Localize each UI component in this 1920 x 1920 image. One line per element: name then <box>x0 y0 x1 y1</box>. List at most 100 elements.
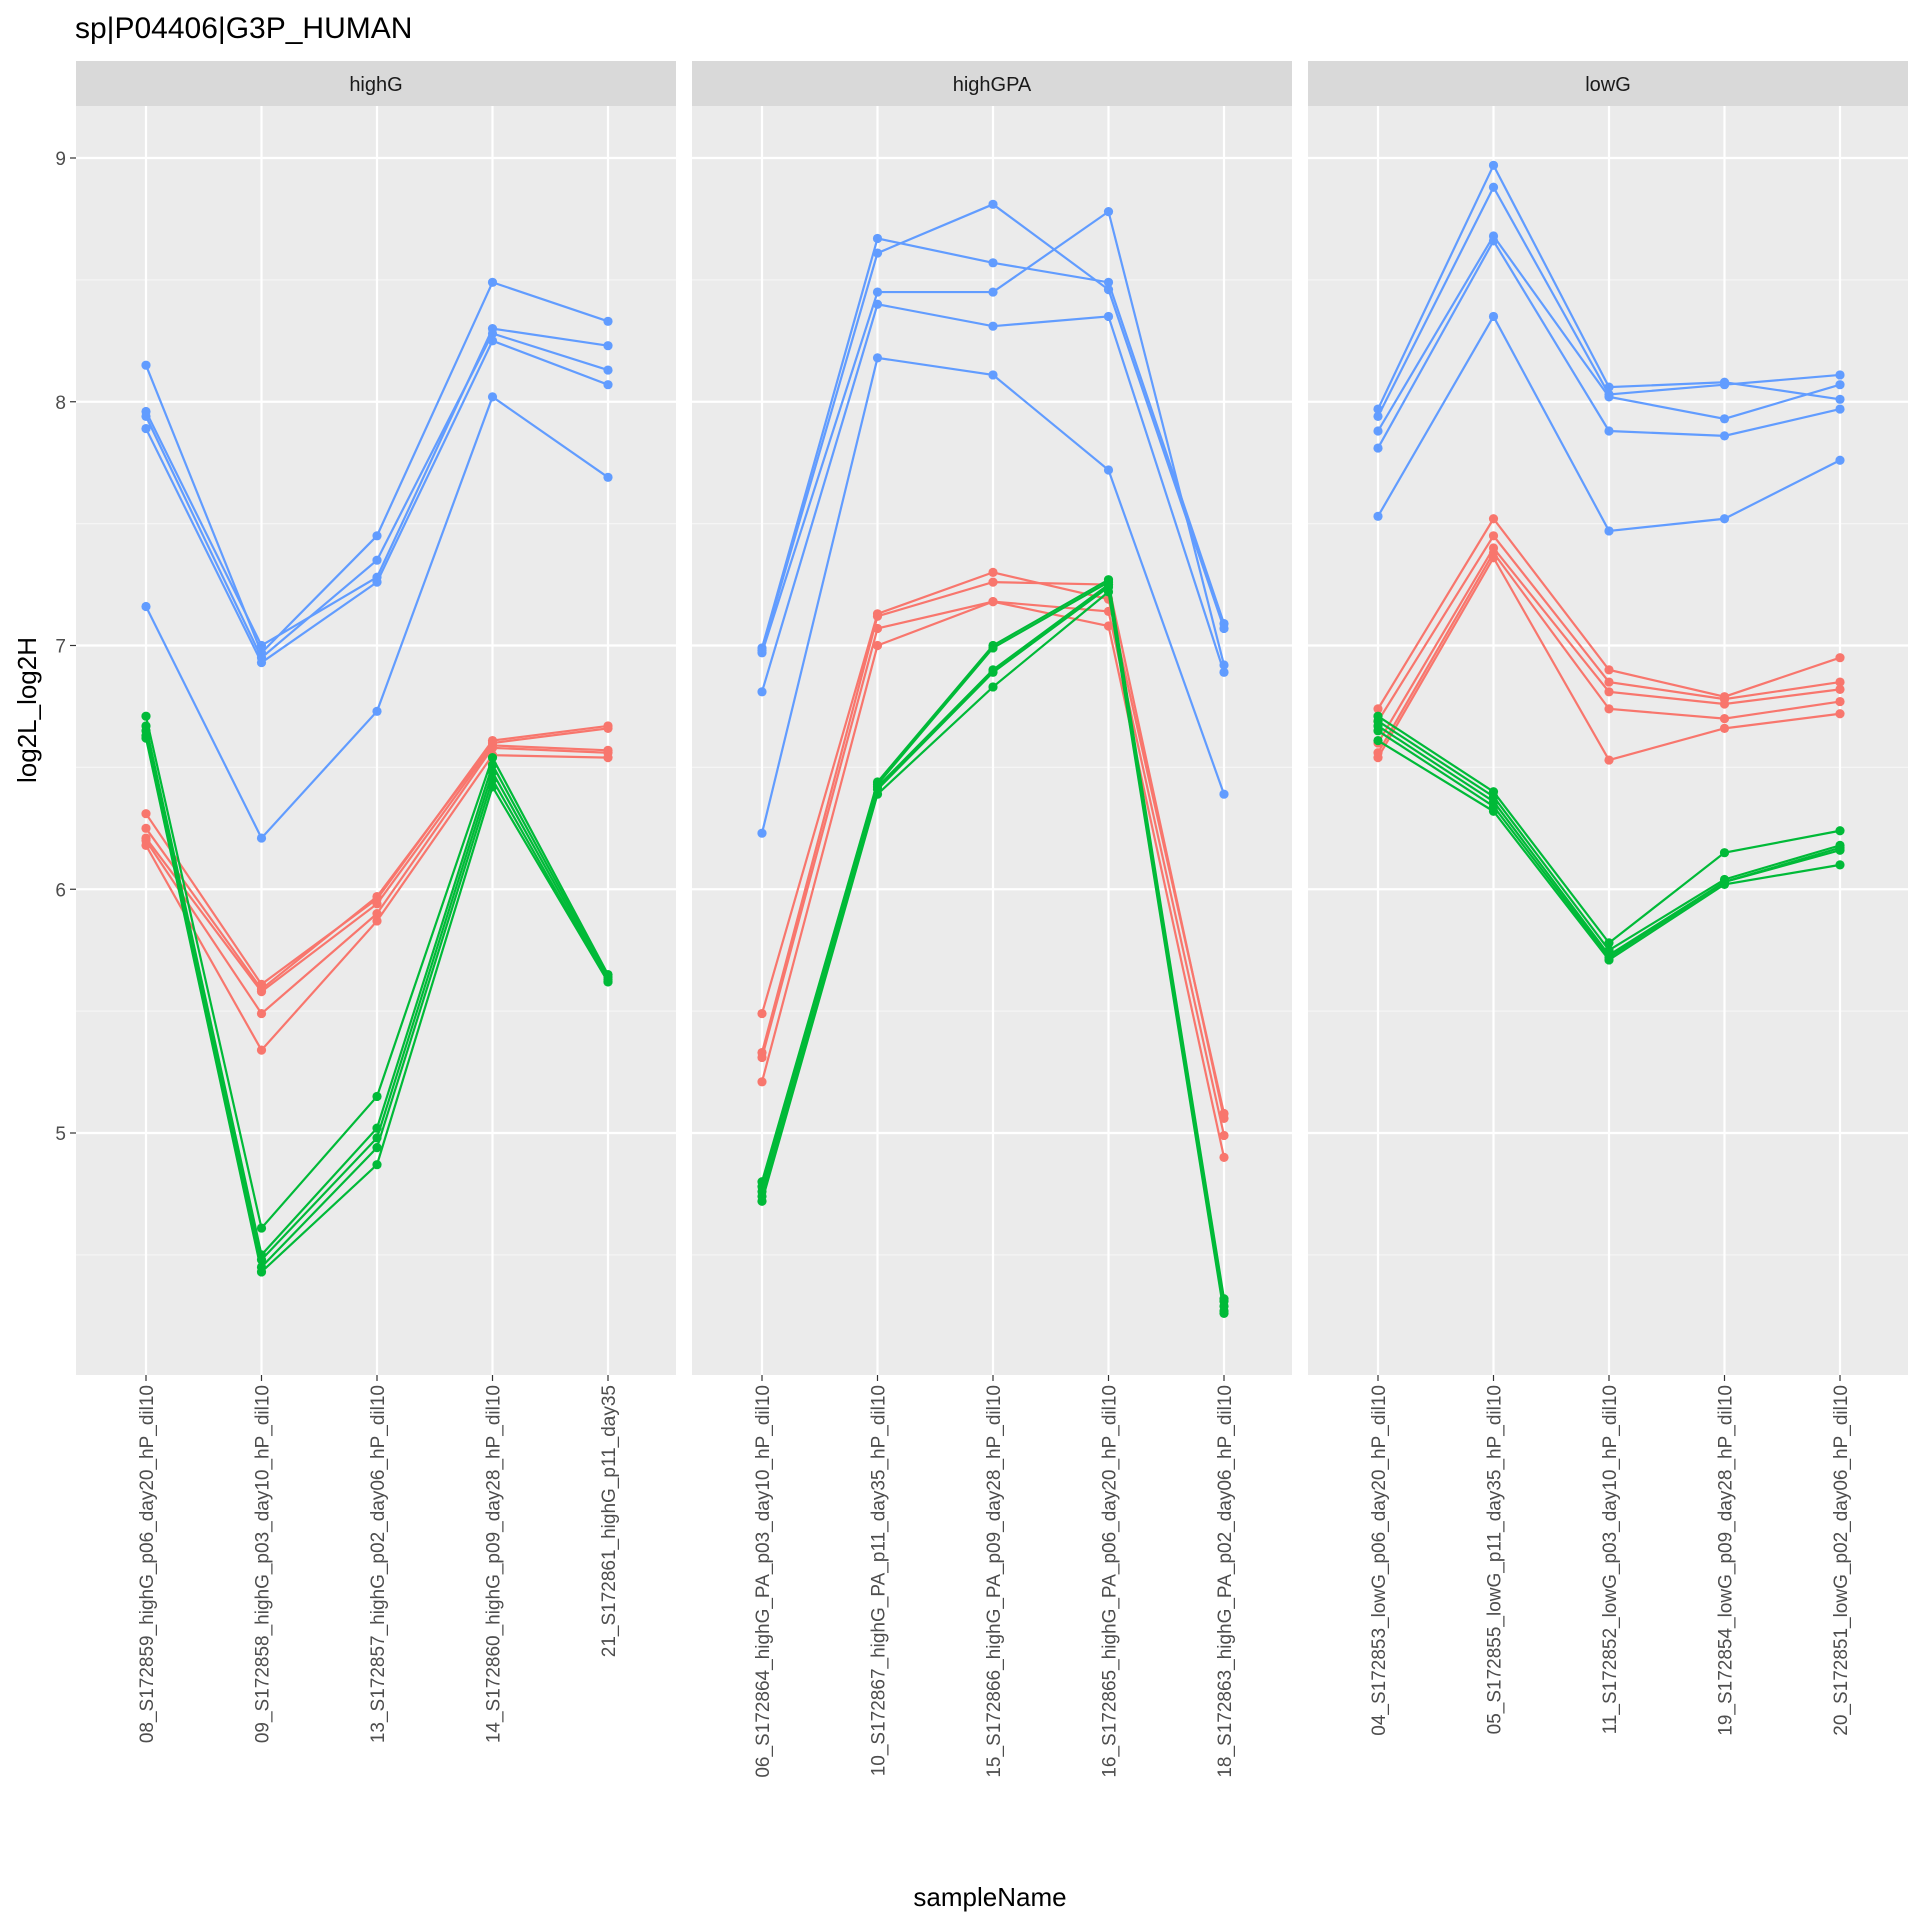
data-point-blue <box>256 640 267 651</box>
y-tick-label: 5 <box>55 1124 66 1145</box>
data-point-red <box>1719 714 1730 724</box>
data-point-blue <box>141 411 151 421</box>
data-point-red <box>1219 1130 1229 1141</box>
data-point-blue <box>1373 443 1383 453</box>
data-point-red <box>141 823 151 833</box>
data-point-blue <box>1219 789 1229 799</box>
data-point-blue <box>1719 414 1730 424</box>
data-point-blue <box>1719 431 1730 441</box>
x-tick-label: 19_S172854_lowG_p09_day28_hP_dil10 <box>1716 1385 1737 1736</box>
data-point-blue <box>988 321 998 331</box>
data-point-green <box>487 767 498 777</box>
data-point-blue <box>1835 380 1845 390</box>
data-point-red <box>256 987 267 997</box>
data-point-blue <box>757 687 767 697</box>
data-point-blue <box>256 657 267 668</box>
data-point-blue <box>372 706 382 716</box>
data-point-blue <box>1373 511 1383 521</box>
data-point-blue <box>1373 426 1383 436</box>
data-point-blue <box>603 316 613 326</box>
data-point-blue <box>1488 182 1499 192</box>
data-point-red <box>1219 1113 1229 1123</box>
data-point-red <box>1835 696 1845 707</box>
data-point-blue <box>1604 382 1614 392</box>
data-point-red <box>757 1008 767 1019</box>
data-point-blue <box>1103 285 1114 295</box>
data-point-red <box>141 809 151 819</box>
data-point-red <box>757 1052 767 1063</box>
data-point-red <box>603 753 613 763</box>
data-point-blue <box>487 277 498 287</box>
data-point-blue <box>1488 236 1499 246</box>
data-point-red <box>872 611 883 621</box>
y-axis-title: log2L_log2H <box>12 637 42 783</box>
data-point-red <box>1488 514 1499 524</box>
data-point-green <box>1719 879 1730 889</box>
data-point-blue <box>988 258 998 268</box>
data-point-red <box>1719 699 1730 709</box>
data-point-blue <box>603 365 613 375</box>
data-point-green <box>372 1091 382 1102</box>
data-point-red <box>372 899 382 909</box>
data-point-red <box>1488 553 1499 563</box>
data-point-blue <box>757 828 767 838</box>
data-point-red <box>256 1008 267 1019</box>
data-point-green <box>487 774 498 785</box>
data-point-green <box>1604 955 1614 965</box>
data-point-green <box>1488 806 1499 816</box>
data-point-blue <box>487 392 498 402</box>
facet-panel-highG: highG 08_S172859_highG_p06_day20_hP_dil10… <box>76 61 676 1743</box>
data-point-green <box>988 667 998 677</box>
x-tick-label: 06_S172864_highG_PA_p03_day10_hP_dil10 <box>753 1385 774 1778</box>
data-point-blue <box>872 287 883 297</box>
facet-strip-label: highGPA <box>953 74 1032 96</box>
data-point-blue <box>988 199 998 209</box>
data-point-green <box>487 782 498 792</box>
data-point-red <box>1835 684 1845 694</box>
facet-strip <box>1308 61 1908 106</box>
data-point-red <box>1103 621 1114 631</box>
data-point-blue <box>372 555 382 565</box>
data-point-green <box>1373 726 1383 736</box>
x-tick-label: 08_S172859_highG_p06_day20_hP_dil10 <box>137 1385 158 1743</box>
data-point-green <box>872 789 883 799</box>
data-point-red <box>1604 704 1614 714</box>
data-point-blue <box>603 380 613 390</box>
data-point-red <box>141 840 151 850</box>
data-point-red <box>1835 677 1845 687</box>
data-point-green <box>372 1133 382 1143</box>
data-point-blue <box>1219 623 1229 634</box>
x-tick-label: 20_S172851_lowG_p02_day06_hP_dil10 <box>1831 1385 1852 1736</box>
data-point-blue <box>1719 380 1730 390</box>
x-tick-label: 11_S172852_lowG_p03_day10_hP_dil10 <box>1600 1385 1621 1734</box>
y-tick-label: 6 <box>55 880 66 901</box>
data-point-blue <box>988 370 998 380</box>
data-point-blue <box>1488 160 1499 170</box>
data-point-red <box>988 577 998 587</box>
data-point-red <box>256 1045 267 1055</box>
data-point-green <box>487 760 498 770</box>
data-point-blue <box>1835 370 1845 380</box>
data-point-red <box>487 743 498 753</box>
data-point-blue <box>1604 526 1614 536</box>
data-point-blue <box>1103 311 1114 322</box>
data-point-blue <box>872 299 883 309</box>
y-tick-label: 8 <box>55 393 66 414</box>
data-point-red <box>872 640 883 651</box>
data-point-green <box>603 977 613 987</box>
data-point-blue <box>1604 392 1614 402</box>
facet-panel-highGPA: highGPA 06_S172864_highG_PA_p03_day10_hP_… <box>692 61 1292 1778</box>
data-point-red <box>372 916 382 926</box>
data-point-red <box>1835 709 1845 719</box>
facet-strip-label: highG <box>349 74 402 96</box>
data-point-blue <box>1103 277 1114 287</box>
data-point-red <box>988 597 998 607</box>
data-point-blue <box>487 336 498 346</box>
data-point-blue <box>487 328 498 339</box>
facet-strip <box>692 61 1292 106</box>
x-tick-label: 21_S172861_highG_p11_day35 <box>599 1385 620 1657</box>
data-point-green <box>1373 735 1383 746</box>
x-tick-label: 13_S172857_highG_p02_day06_hP_dil10 <box>368 1385 389 1743</box>
data-point-red <box>1835 653 1845 663</box>
data-point-blue <box>872 353 883 363</box>
